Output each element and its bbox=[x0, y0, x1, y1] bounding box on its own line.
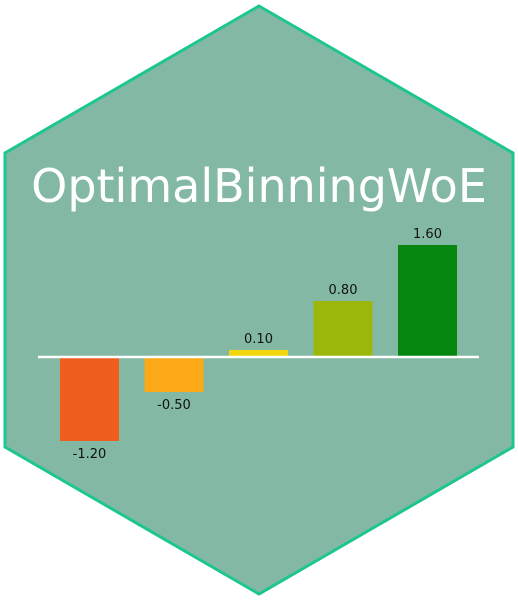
woe-bar-3 bbox=[229, 350, 288, 357]
bar-value-label-1: -1.20 bbox=[73, 447, 107, 462]
bar-value-label-4: 0.80 bbox=[329, 283, 358, 298]
woe-bar-5 bbox=[398, 245, 457, 357]
bar-value-label-3: 0.10 bbox=[244, 332, 273, 347]
woe-bar-2 bbox=[144, 357, 204, 392]
woe-bar-1 bbox=[60, 357, 119, 441]
bar-value-label-5: 1.60 bbox=[413, 227, 442, 242]
bar-value-label-2: -0.50 bbox=[157, 398, 191, 413]
woe-bar-4 bbox=[313, 301, 373, 357]
hexagon-background bbox=[3, 4, 515, 596]
woe-bar-chart: -1.20 -0.50 0.10 0.80 1.60 bbox=[60, 227, 457, 462]
logo-title: OptimalBinningWoE bbox=[31, 159, 487, 213]
